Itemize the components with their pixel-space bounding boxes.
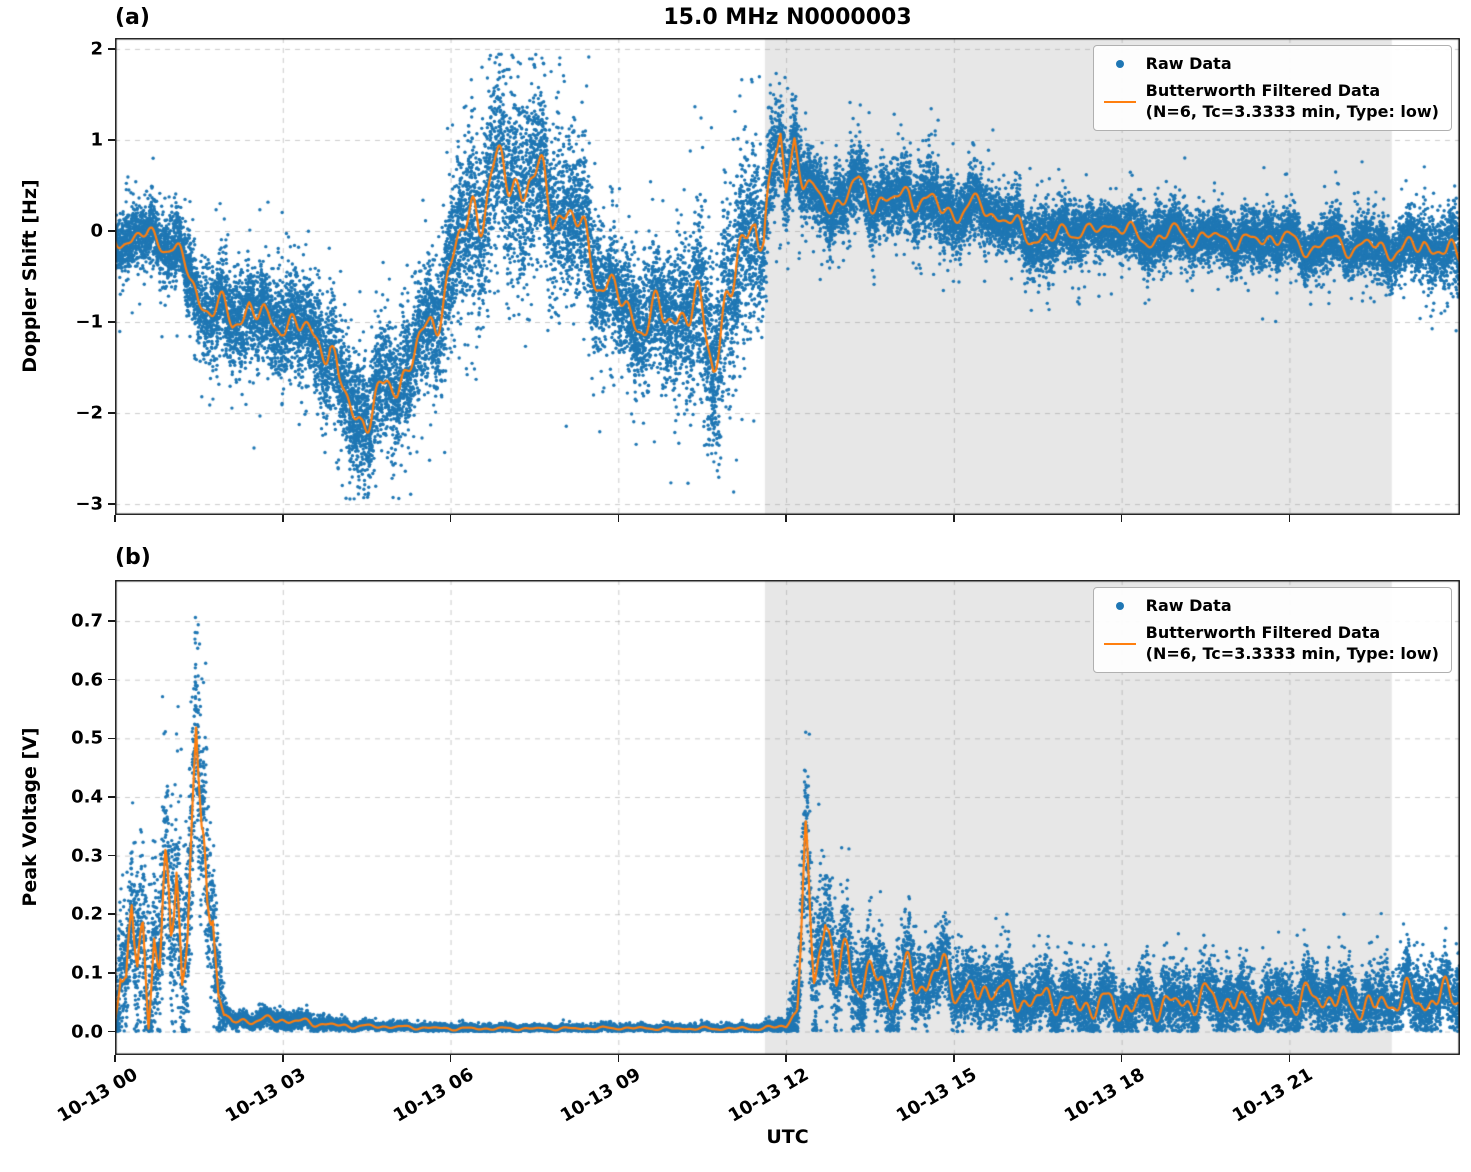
- y-tick-label: 2: [90, 38, 103, 60]
- y-tick: [108, 230, 115, 232]
- legend-label: Butterworth Filtered Data (N=6, Tc=3.333…: [1146, 81, 1439, 123]
- y-tick: [108, 620, 115, 622]
- panel-a-label: (a): [115, 5, 150, 30]
- x-tick: [953, 1055, 955, 1062]
- raw-data-marker-icon: [1104, 60, 1136, 69]
- x-tick: [953, 515, 955, 522]
- y-tick-label: 0.3: [71, 845, 103, 867]
- y-tick: [108, 737, 115, 740]
- y-axis-label-voltage: Peak Voltage [V]: [19, 727, 41, 907]
- x-tick: [1288, 1055, 1291, 1062]
- y-tick: [108, 321, 115, 323]
- x-tick: [1288, 515, 1291, 522]
- x-tick: [114, 1055, 116, 1062]
- x-axis-label: UTC: [766, 1126, 809, 1148]
- x-tick: [785, 515, 787, 522]
- legend-label: Raw Data: [1145, 54, 1232, 73]
- legend-b: Raw Data Butterworth Filtered Data (N=6,…: [1092, 587, 1452, 674]
- legend-label-line1: Butterworth Filtered Data: [1145, 80, 1381, 100]
- filtered-line-marker-icon: [1103, 100, 1136, 103]
- y-tick-label: 0.4: [71, 786, 103, 808]
- x-tick: [785, 1055, 787, 1062]
- y-tick: [108, 913, 115, 916]
- y-tick: [108, 412, 115, 414]
- legend-entry-filtered-data: Butterworth Filtered Data (N=6, Tc=3.333…: [1103, 81, 1439, 123]
- chart-title: 15.0 MHz N0000003: [663, 5, 912, 30]
- y-tick: [108, 503, 115, 505]
- y-tick: [108, 796, 115, 798]
- x-tick: [114, 515, 116, 522]
- y-tick: [108, 854, 115, 857]
- raw-data-marker-icon: [1104, 602, 1136, 611]
- y-tick-label: −2: [75, 402, 103, 424]
- y-tick-label: −3: [75, 493, 103, 515]
- y-tick-label: 0.6: [71, 669, 103, 691]
- x-tick: [1120, 1055, 1123, 1062]
- y-tick-label: 0.7: [71, 610, 103, 632]
- legend-a: Raw Data Butterworth Filtered Data (N=6,…: [1092, 45, 1452, 132]
- x-tick: [281, 1055, 284, 1062]
- x-tick: [617, 1055, 620, 1062]
- legend-label-line2: (N=6, Tc=3.3333 min, Type: low): [1145, 101, 1439, 121]
- y-tick-label: 1: [90, 129, 103, 151]
- y-tick: [108, 972, 115, 974]
- y-tick-label: 0: [90, 220, 103, 242]
- legend-entry-raw-data: Raw Data: [1104, 54, 1439, 75]
- legend-label-line2: (N=6, Tc=3.3333 min, Type: low): [1145, 643, 1439, 663]
- y-tick-label: 0.2: [71, 903, 103, 925]
- y-tick: [108, 48, 115, 50]
- filtered-line-marker-icon: [1103, 642, 1136, 645]
- y-tick-label: 0.0: [71, 1021, 103, 1043]
- y-tick: [108, 139, 115, 141]
- x-tick: [281, 515, 284, 522]
- legend-label-line1: Butterworth Filtered Data: [1145, 622, 1381, 642]
- panel-b-label: (b): [115, 545, 151, 570]
- y-tick: [108, 678, 115, 681]
- y-tick-label: −1: [75, 311, 103, 333]
- y-tick-label: 0.5: [71, 727, 103, 749]
- legend-entry-raw-data: Raw Data: [1104, 596, 1439, 617]
- y-tick: [108, 1030, 115, 1033]
- x-tick: [1120, 515, 1123, 522]
- legend-label: Butterworth Filtered Data (N=6, Tc=3.333…: [1146, 623, 1439, 665]
- y-axis-label-doppler: Doppler Shift [Hz]: [19, 179, 41, 373]
- legend-label: Raw Data: [1145, 596, 1232, 615]
- x-tick: [449, 515, 452, 522]
- x-tick: [617, 515, 620, 522]
- y-tick-label: 0.1: [71, 962, 103, 984]
- x-tick: [449, 1055, 452, 1062]
- legend-entry-filtered-data: Butterworth Filtered Data (N=6, Tc=3.333…: [1103, 623, 1439, 665]
